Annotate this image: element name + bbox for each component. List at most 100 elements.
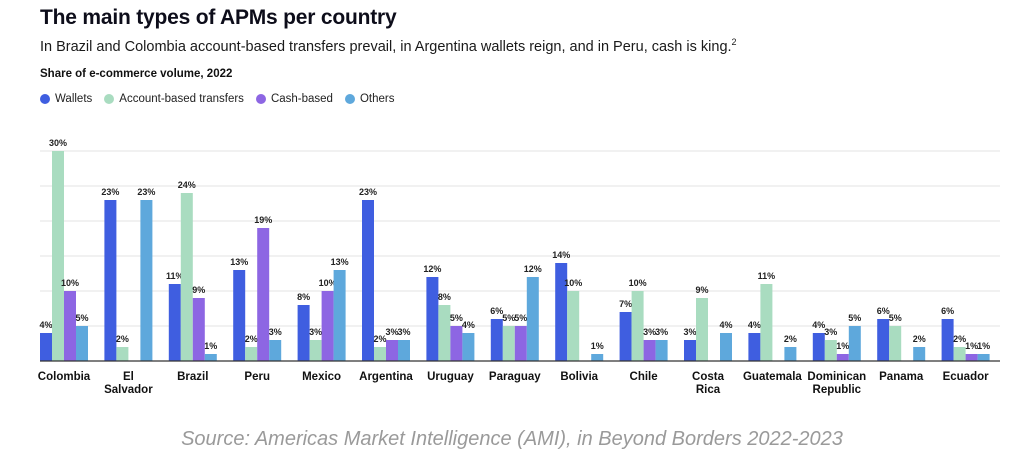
data-label: 5%: [889, 313, 902, 323]
data-label: 8%: [438, 292, 451, 302]
data-label: 2%: [784, 334, 797, 344]
bar-account-10: [696, 298, 708, 361]
data-label: 2%: [245, 334, 258, 344]
legend-item-wallets: Wallets: [40, 93, 92, 105]
data-label: 1%: [204, 341, 217, 351]
category-label: Peru: [244, 371, 270, 383]
legend-swatch-others: [344, 94, 355, 104]
bar-wallets-3: [233, 270, 246, 361]
data-label: 1%: [965, 341, 978, 351]
data-label: 12%: [423, 264, 441, 274]
data-label: 4%: [812, 320, 825, 330]
category-label: El: [123, 371, 134, 383]
data-label: 6%: [877, 306, 890, 316]
data-label: 3%: [824, 327, 837, 337]
data-label: 3%: [655, 327, 668, 337]
data-label: 3%: [309, 327, 322, 337]
data-label: 7%: [619, 299, 632, 309]
category-label: Colombia: [38, 371, 91, 383]
chart-title: The main types of APMs per country: [40, 6, 397, 29]
category-label: Republic: [813, 384, 862, 396]
data-label: 3%: [397, 327, 410, 337]
data-label: 19%: [254, 215, 272, 225]
data-label: 6%: [490, 306, 503, 316]
data-label: 5%: [514, 313, 527, 323]
bar-wallets-12: [812, 333, 825, 361]
legend-swatch-cash: [255, 94, 266, 104]
bar-account-11: [760, 284, 773, 361]
bar-account-12: [824, 340, 837, 361]
legend-item-cash: Cash-based: [255, 93, 333, 105]
bar-others-6: [462, 333, 475, 361]
bar-wallets-10: [684, 340, 696, 361]
bar-wallets-4: [297, 305, 310, 361]
data-label: 11%: [166, 271, 184, 281]
legend-label-wallets: Wallets: [55, 93, 93, 105]
data-label: 4%: [462, 320, 475, 330]
data-label: 1%: [977, 341, 990, 351]
bar-cash-2: [192, 298, 205, 361]
data-label: 30%: [49, 138, 67, 148]
category-label: Rica: [696, 384, 721, 396]
data-label: 4%: [39, 320, 52, 330]
bar-others-3: [269, 340, 282, 361]
category-label: Chile: [630, 371, 658, 383]
category-label: Salvador: [104, 384, 153, 396]
data-label: 23%: [137, 187, 155, 197]
footnote-marker: 2: [731, 37, 737, 47]
bar-wallets-0: [40, 333, 52, 361]
bar-cash-6: [450, 326, 463, 361]
chart-subtitle: In Brazil and Colombia account-based tra…: [40, 37, 737, 55]
category-label: Bolivia: [560, 371, 598, 383]
bar-cash-4: [321, 291, 334, 361]
data-label: 12%: [524, 264, 542, 274]
data-label: 14%: [552, 250, 570, 260]
bar-others-12: [848, 326, 861, 361]
data-label: 24%: [178, 180, 196, 190]
data-label: 9%: [192, 285, 205, 295]
bar-others-0: [76, 326, 88, 361]
data-label: 13%: [230, 257, 248, 267]
bar-account-14: [953, 347, 966, 361]
data-label: 5%: [502, 313, 515, 323]
category-label: Dominican: [807, 371, 866, 383]
data-label: 1%: [591, 341, 604, 351]
bar-others-10: [720, 333, 732, 361]
bar-account-13: [889, 326, 902, 361]
bar-wallets-5: [362, 200, 374, 361]
data-label: 4%: [748, 320, 761, 330]
data-label: 8%: [297, 292, 310, 302]
bar-others-7: [526, 277, 539, 361]
legend-swatch-account: [104, 94, 115, 104]
legend-item-account: Account-based transfers: [104, 93, 244, 105]
bar-cash-0: [64, 291, 76, 361]
bar-others-13: [913, 347, 926, 361]
data-label: 9%: [695, 285, 708, 295]
bar-wallets-11: [748, 333, 761, 361]
bar-cash-3: [257, 228, 270, 361]
legend-item-others: Others: [344, 93, 395, 105]
data-label: 6%: [941, 306, 954, 316]
data-label: 1%: [836, 341, 849, 351]
bar-others-1: [140, 200, 153, 361]
category-label: Panama: [879, 371, 924, 383]
data-label: 5%: [450, 313, 463, 323]
legend-label-others: Others: [359, 93, 395, 105]
bar-account-5: [374, 347, 386, 361]
category-label: Costa: [692, 371, 725, 383]
bar-others-11: [784, 347, 797, 361]
legend-label-cash: Cash-based: [270, 93, 333, 105]
bar-wallets-8: [555, 263, 568, 361]
bar-wallets-1: [104, 200, 117, 361]
data-label: 4%: [719, 320, 732, 330]
legend: Wallets Account-based transfers Cash-bas…: [40, 93, 394, 105]
bar-others-4: [333, 270, 346, 361]
bar-account-4: [309, 340, 322, 361]
data-label: 13%: [331, 257, 349, 267]
bar-others-2: [204, 354, 217, 361]
bar-account-6: [438, 305, 451, 361]
data-label: 2%: [116, 334, 129, 344]
data-label: 10%: [629, 278, 647, 288]
bar-wallets-2: [168, 284, 181, 361]
data-label: 3%: [643, 327, 656, 337]
